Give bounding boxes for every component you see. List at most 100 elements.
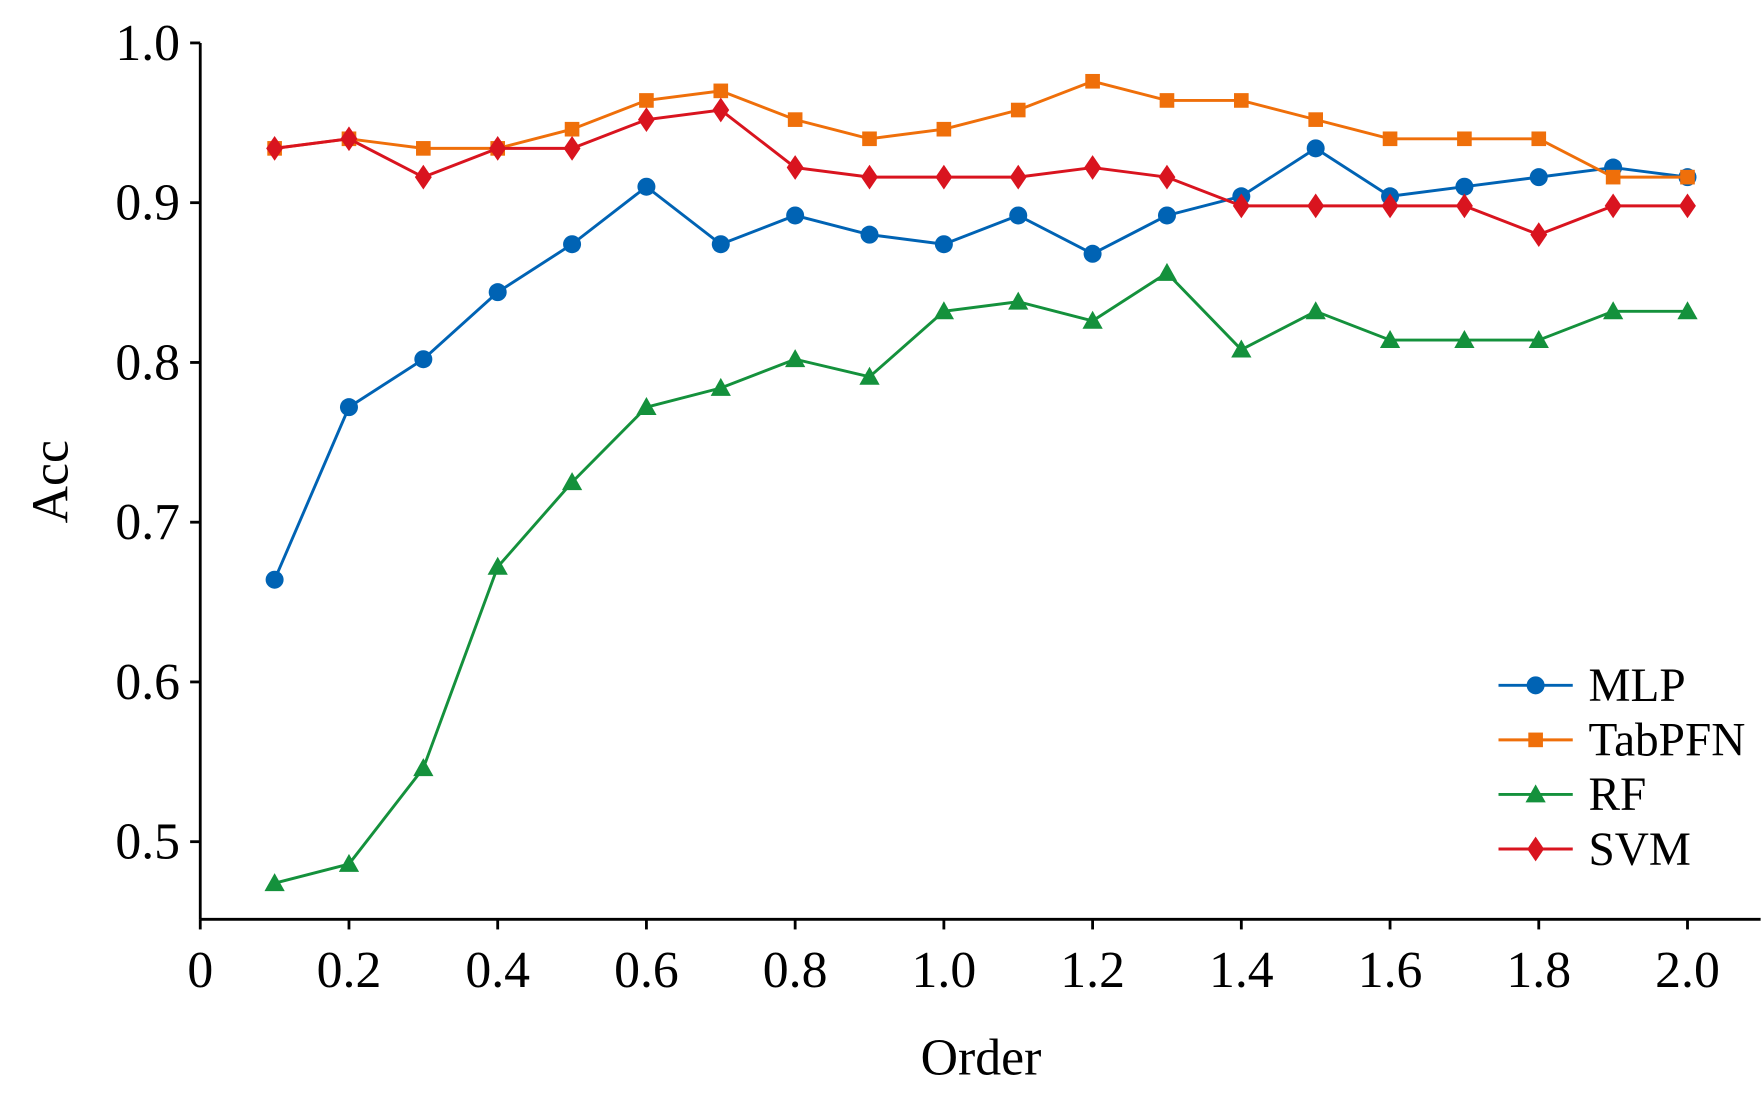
point-svm xyxy=(1455,193,1473,219)
point-tabpfn xyxy=(787,112,803,127)
point-rf xyxy=(1231,339,1252,358)
legend-label-rf: RF xyxy=(1589,769,1647,821)
point-tabpfn xyxy=(1382,131,1398,147)
point-mlp xyxy=(1529,168,1548,187)
point-svm xyxy=(340,126,358,152)
x-tick-label: 1.8 xyxy=(1506,942,1571,999)
x-tick-label: 1.0 xyxy=(912,942,977,999)
point-svm xyxy=(637,107,655,132)
point-mlp xyxy=(1455,177,1474,196)
x-tick-label: 2.0 xyxy=(1655,942,1720,999)
legend-item-svm: SVM xyxy=(1498,824,1691,876)
point-svm xyxy=(935,164,953,190)
y-tick-label: 0.6 xyxy=(115,654,180,711)
x-tick-label: 1.2 xyxy=(1060,942,1125,999)
point-tabpfn xyxy=(1085,73,1100,89)
point-mlp xyxy=(1306,139,1325,158)
point-mlp xyxy=(1009,206,1028,225)
y-tick-label: 1.0 xyxy=(115,15,180,72)
legend-item-mlp: MLP xyxy=(1498,660,1686,712)
series-svm xyxy=(266,97,1696,248)
point-tabpfn xyxy=(1457,131,1472,147)
point-rf xyxy=(1082,310,1103,329)
point-rf xyxy=(710,377,731,396)
legend-label-mlp: MLP xyxy=(1589,660,1686,712)
point-mlp xyxy=(786,206,805,225)
point-tabpfn xyxy=(1308,112,1323,127)
point-rf xyxy=(1008,291,1029,310)
x-tick-label: 0.4 xyxy=(465,942,530,999)
point-svm xyxy=(712,97,730,123)
point-rf xyxy=(1528,329,1549,348)
point-rf xyxy=(1454,329,1475,348)
point-svm xyxy=(1232,193,1250,219)
point-mlp xyxy=(860,225,879,244)
point-svm xyxy=(861,164,878,190)
legend-marker-mlp xyxy=(1526,676,1545,695)
point-tabpfn xyxy=(862,131,877,147)
point-tabpfn xyxy=(713,83,729,99)
line-svm xyxy=(274,108,1688,237)
point-rf xyxy=(1305,301,1326,320)
series-tabpfn xyxy=(267,73,1695,185)
y-tick-label: 0.7 xyxy=(115,494,180,551)
point-svm xyxy=(1009,164,1027,190)
point-mlp xyxy=(1083,244,1102,263)
point-svm xyxy=(414,164,432,190)
point-svm xyxy=(1307,193,1325,219)
point-rf xyxy=(561,472,583,491)
point-rf xyxy=(1156,262,1178,281)
x-tick-label: 0 xyxy=(187,942,213,999)
point-mlp xyxy=(414,350,433,369)
x-tick-label: 0.8 xyxy=(763,942,828,999)
legend-label-svm: SVM xyxy=(1589,824,1691,876)
line-mlp xyxy=(273,146,1688,581)
point-rf xyxy=(933,301,954,320)
point-svm xyxy=(1158,164,1176,190)
y-tick-label: 0.8 xyxy=(115,334,180,391)
point-tabpfn xyxy=(1680,169,1695,185)
point-rf xyxy=(859,366,880,385)
point-svm xyxy=(563,135,581,161)
point-svm xyxy=(266,135,284,161)
point-tabpfn xyxy=(416,141,431,156)
y-tick-label: 0.9 xyxy=(115,175,180,232)
point-mlp xyxy=(637,177,656,196)
point-rf xyxy=(338,853,360,872)
point-svm xyxy=(1679,193,1696,219)
y-axis-label: Acc xyxy=(23,440,80,523)
point-rf xyxy=(413,758,434,777)
series-rf xyxy=(264,262,1698,892)
point-svm xyxy=(489,135,507,161)
legend-marker-rf xyxy=(1525,784,1546,803)
point-tabpfn xyxy=(1531,131,1547,147)
point-mlp xyxy=(265,570,284,589)
point-tabpfn xyxy=(1010,102,1026,118)
point-rf xyxy=(487,556,508,575)
point-svm xyxy=(1381,193,1399,219)
point-tabpfn xyxy=(936,121,952,137)
legend-label-tabpfn: TabPFN xyxy=(1589,715,1746,767)
x-tick-label: 1.6 xyxy=(1358,942,1423,999)
point-tabpfn xyxy=(564,121,580,137)
line-tabpfn xyxy=(274,79,1688,179)
legend-marker-tabpfn xyxy=(1528,732,1543,748)
point-rf xyxy=(1677,301,1698,320)
point-tabpfn xyxy=(1605,169,1621,185)
point-rf xyxy=(636,397,657,416)
point-tabpfn xyxy=(639,93,654,108)
legend-marker-svm xyxy=(1527,836,1545,862)
point-svm xyxy=(1530,222,1548,248)
point-mlp xyxy=(563,235,582,254)
point-mlp xyxy=(934,235,953,254)
series-mlp xyxy=(265,139,1697,589)
point-tabpfn xyxy=(1234,93,1249,108)
point-rf xyxy=(264,873,285,892)
point-rf xyxy=(1603,301,1624,320)
x-tick-label: 1.4 xyxy=(1209,942,1274,999)
point-mlp xyxy=(1157,206,1176,225)
point-tabpfn xyxy=(1159,93,1175,108)
point-mlp xyxy=(339,398,358,417)
